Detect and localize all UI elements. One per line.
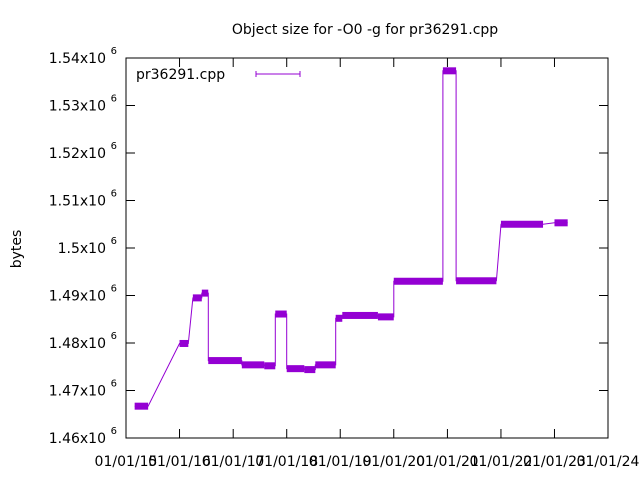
legend-label: pr36291.cpp	[136, 67, 225, 83]
y-tick-exponent: 6	[111, 331, 117, 342]
y-tick-exponent: 6	[111, 94, 117, 105]
y-tick-label: 1.49x10	[49, 289, 106, 305]
x-tick-label: 01/01/19	[309, 454, 372, 470]
x-tick-label: 01/01/18	[255, 454, 318, 470]
x-tick-label: 01/01/17	[202, 454, 265, 470]
axis-ticks: 1.46x10 61.47x10 61.48x10 61.49x10 61.5x10 61…	[49, 46, 640, 470]
y-tick-exponent: 6	[111, 141, 117, 152]
chart-title: Object size for -O0 -g for pr36291.cpp	[232, 22, 498, 38]
y-tick-label: 1.46x10	[49, 431, 106, 447]
x-tick-label: 01/01/23	[523, 454, 586, 470]
y-tick-label: 1.48x10	[49, 336, 106, 352]
y-tick-label: 1.54x10	[49, 51, 106, 67]
x-tick-label: 01/01/16	[148, 454, 211, 470]
y-tick-exponent: 6	[111, 189, 117, 200]
series-layer	[134, 67, 568, 410]
y-tick-exponent: 6	[111, 236, 117, 247]
y-tick-exponent: 6	[111, 379, 117, 390]
y-tick-exponent: 6	[111, 46, 117, 57]
legend: pr36291.cpp	[136, 67, 301, 83]
plot-frame	[125, 57, 609, 439]
x-tick-label: 01/01/21	[416, 454, 479, 470]
x-tick-label: 01/01/22	[470, 454, 533, 470]
y-tick-exponent: 6	[111, 284, 117, 295]
series-line	[134, 70, 568, 407]
x-tick-label: 01/01/15	[95, 454, 158, 470]
y-tick-label: 1.52x10	[49, 146, 106, 162]
y-tick-label: 1.53x10	[49, 99, 106, 115]
y-tick-label: 1.5x10	[58, 241, 106, 257]
y-tick-label: 1.51x10	[49, 194, 106, 210]
y-axis-label: bytes	[9, 230, 25, 269]
y-tick-exponent: 6	[111, 426, 117, 437]
x-tick-label: 01/01/24	[577, 454, 640, 470]
x-tick-label: 01/01/20	[362, 454, 425, 470]
y-tick-label: 1.47x10	[49, 384, 106, 400]
